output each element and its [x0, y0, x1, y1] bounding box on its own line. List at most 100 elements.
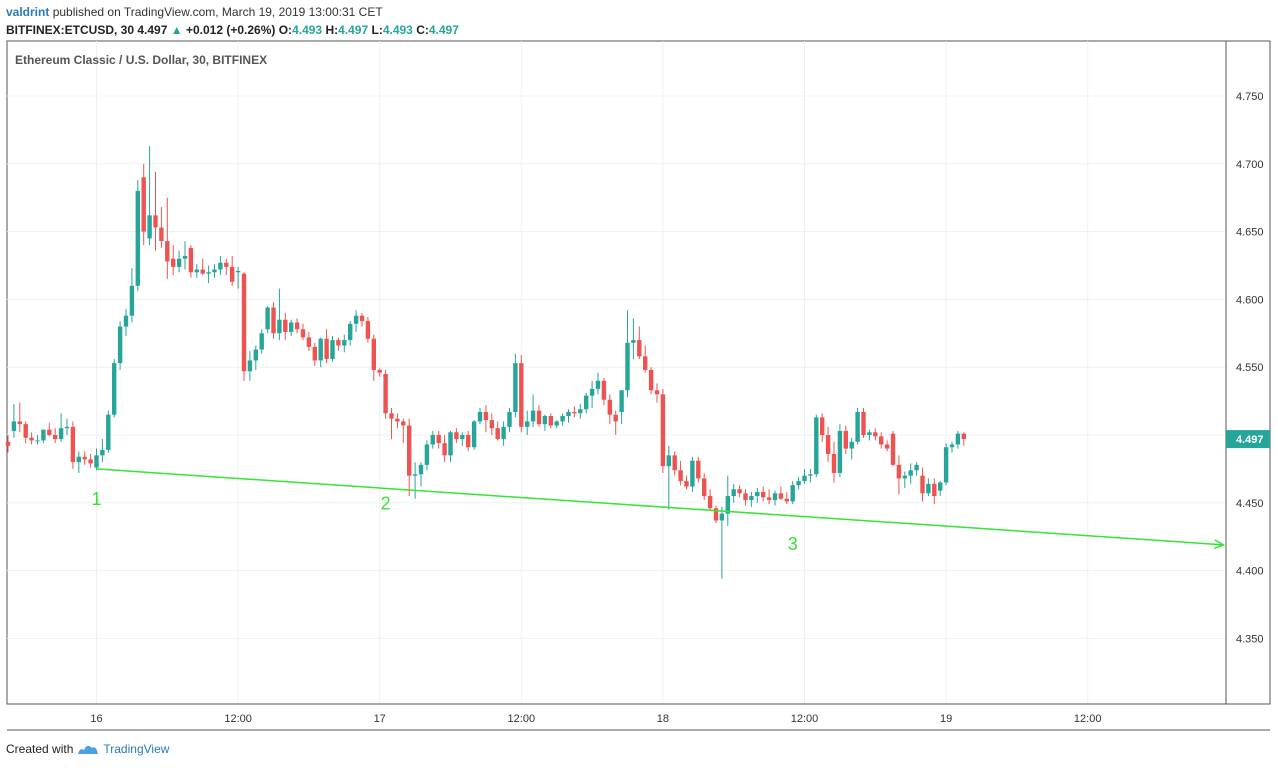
candle — [377, 368, 382, 377]
candle-body — [643, 356, 648, 370]
candle — [501, 421, 506, 446]
candle — [808, 468, 813, 483]
candle — [825, 426, 831, 463]
candle-body — [572, 411, 577, 414]
candle — [637, 326, 642, 360]
candle-body — [525, 421, 530, 427]
candle-body — [648, 369, 654, 391]
candle — [224, 258, 229, 275]
candle-body — [961, 433, 966, 440]
candle-body — [825, 435, 831, 454]
candle — [218, 256, 223, 275]
candle-body — [719, 513, 725, 521]
high-value: 4.497 — [338, 23, 369, 37]
candle-body — [182, 256, 188, 259]
candle-body — [855, 411, 860, 442]
change-up-icon: ▲ — [170, 23, 183, 37]
candle — [389, 407, 394, 440]
candle — [749, 491, 754, 507]
candle — [713, 505, 719, 524]
candle-body — [955, 433, 961, 445]
candle — [359, 312, 365, 327]
candle — [129, 268, 135, 323]
candle-body — [560, 416, 565, 422]
candle — [731, 483, 736, 503]
close-value: 4.497 — [428, 23, 459, 37]
candle-body — [519, 363, 524, 427]
candle — [235, 266, 241, 289]
candle — [11, 403, 17, 438]
candle — [141, 163, 146, 246]
low-value: 4.493 — [382, 23, 413, 37]
candle-body — [766, 497, 772, 501]
candle-body — [117, 326, 123, 364]
candle — [283, 312, 288, 341]
candle-body — [5, 441, 11, 446]
candle — [784, 491, 789, 505]
candle-body — [637, 340, 642, 357]
candle — [778, 486, 784, 501]
candle — [554, 420, 559, 429]
candle — [253, 345, 258, 370]
candle-body — [106, 414, 111, 450]
candle-body — [218, 262, 223, 270]
candle — [589, 380, 595, 408]
candle — [70, 421, 76, 469]
candle — [938, 481, 943, 497]
candle — [206, 265, 211, 284]
candle-body — [820, 417, 825, 435]
price-change: +0.012 (+0.26%) — [185, 23, 276, 37]
candle-body — [778, 493, 784, 499]
candle — [165, 197, 170, 280]
high-label: H: — [325, 23, 339, 37]
candle — [572, 406, 577, 418]
candle-body — [224, 262, 229, 267]
candle — [182, 241, 188, 270]
candle — [684, 475, 689, 490]
candle-body — [702, 478, 707, 497]
pane-title: Ethereum Classic / U.S. Dollar, 30, BITF… — [15, 53, 268, 67]
candle-body — [483, 411, 489, 421]
candle — [412, 462, 418, 499]
candle-body — [176, 258, 182, 267]
candle-body — [743, 493, 748, 501]
candle — [312, 342, 317, 366]
candle — [53, 428, 58, 444]
candle-body — [206, 272, 211, 274]
candle-body — [47, 429, 52, 435]
candle — [672, 451, 677, 476]
candle-body — [64, 426, 70, 429]
candle — [212, 264, 217, 278]
candle — [548, 413, 553, 429]
candle-body — [342, 340, 347, 346]
candle-body — [448, 432, 453, 456]
publish-info: valdrint published on TradingView.com, M… — [6, 5, 383, 19]
author-name[interactable]: valdrint — [6, 5, 50, 19]
candle — [483, 405, 489, 433]
candle — [879, 432, 884, 449]
candle — [802, 468, 807, 484]
candle-body — [690, 460, 695, 487]
candle — [519, 354, 524, 433]
candle — [949, 441, 955, 453]
tradingview-brand[interactable]: TradingView — [103, 742, 170, 756]
candle-body — [23, 424, 28, 438]
candle — [896, 455, 902, 495]
candle-body — [949, 444, 955, 448]
candle-body — [35, 440, 40, 442]
candle-body — [707, 496, 713, 509]
candle — [123, 308, 129, 337]
candle-body — [129, 285, 135, 316]
candle — [631, 318, 636, 360]
candle — [643, 345, 648, 373]
candle — [719, 506, 725, 579]
candle-body — [513, 363, 518, 412]
candle — [41, 429, 46, 444]
candle-body — [536, 410, 542, 425]
candle-body — [165, 241, 170, 262]
candle — [277, 288, 282, 341]
candle — [442, 435, 447, 463]
candle-body — [466, 435, 471, 448]
candle-body — [365, 321, 371, 339]
